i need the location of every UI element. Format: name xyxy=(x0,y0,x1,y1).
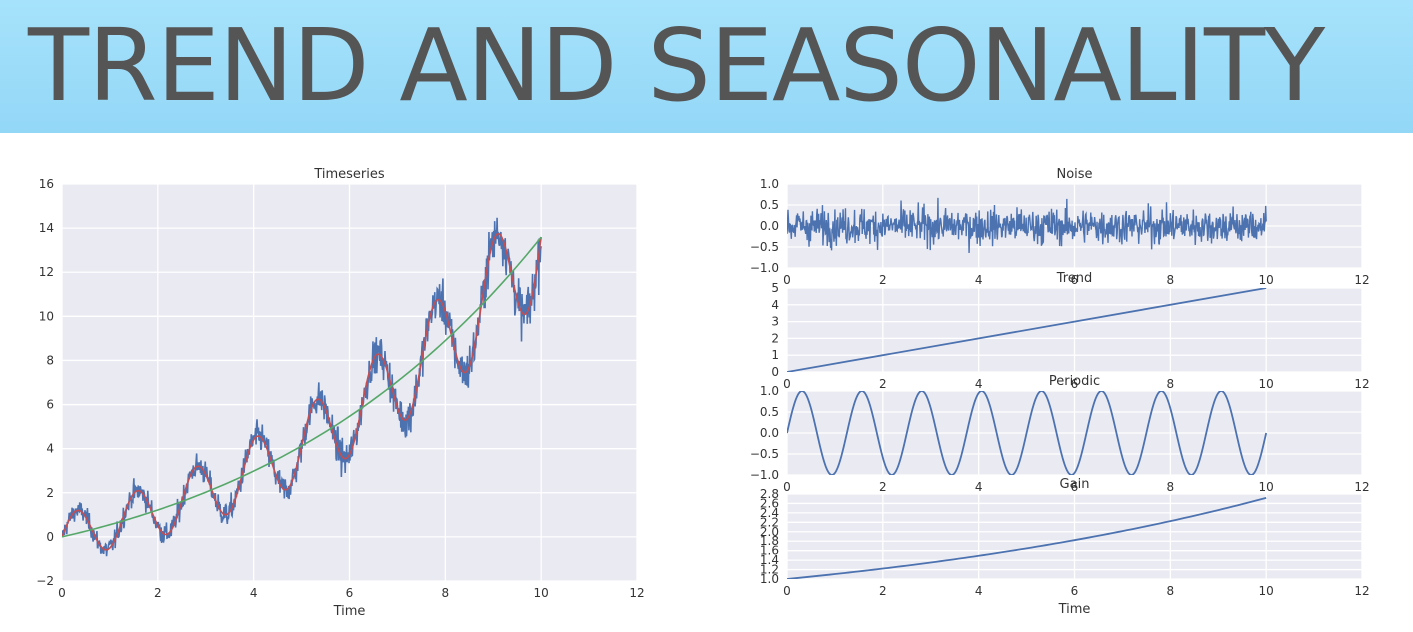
gain-y-tick-label: 2.4 xyxy=(760,506,779,520)
gain-x-tick-label: 6 xyxy=(1071,584,1079,598)
timeseries-x-axis-label: Time xyxy=(333,604,366,619)
timeseries-y-tick-label: 10 xyxy=(39,309,54,323)
periodic-chart-title: Periodic xyxy=(1049,374,1100,389)
timeseries-x-tick-label: 0 xyxy=(58,586,66,600)
noise-line xyxy=(787,197,1267,253)
timeseries-series-group xyxy=(62,217,542,557)
timeseries-trend-line xyxy=(62,236,542,538)
noise-series-group xyxy=(787,197,1267,253)
periodic-y-tick-label: 0.0 xyxy=(760,426,779,440)
trend-x-tick-label: 2 xyxy=(879,377,887,391)
title-banner: TREND AND SEASONALITY xyxy=(0,0,1413,133)
gain-line xyxy=(787,496,1267,579)
periodic-x-tick-label: 12 xyxy=(1354,480,1369,494)
periodic-line xyxy=(787,391,1268,475)
noise-x-tick-label: 4 xyxy=(975,273,983,287)
noise-x-tick-label: 12 xyxy=(1354,273,1369,287)
gain-y-tick-label: 2.6 xyxy=(760,496,779,510)
periodic-x-tick-label: 2 xyxy=(879,480,887,494)
trend-x-tick-label: 4 xyxy=(975,377,983,391)
trend-line xyxy=(787,288,1267,372)
timeseries-x-tick-label: 4 xyxy=(250,586,258,600)
timeseries-observed-line xyxy=(62,217,542,557)
timeseries-y-tick-label: 8 xyxy=(46,353,54,367)
noise-x-tick-label: 0 xyxy=(783,273,791,287)
gain-x-axis-label: Time xyxy=(1058,602,1091,617)
timeseries-y-tick-label: 2 xyxy=(46,486,54,500)
timeseries-chart: 0 2 4 6 8 10 12 −2 0 2 4 6 8 10 12 14 16 Timeseries Time xyxy=(36,167,644,619)
noise-y-tick-label: −0.5 xyxy=(750,240,779,254)
gain-y-tick-label: 1.8 xyxy=(760,534,779,548)
noise-chart-title: Noise xyxy=(1056,167,1092,182)
periodic-y-tick-label: 1.0 xyxy=(760,384,779,398)
timeseries-x-tick-label: 10 xyxy=(534,586,549,600)
periodic-y-tick-label: −0.5 xyxy=(750,447,779,461)
trend-x-tick-label: 6 xyxy=(1071,377,1079,391)
noise-y-tick-label: −1.0 xyxy=(750,261,779,275)
periodic-x-tick-label: 10 xyxy=(1259,480,1274,494)
gain-y-tick-label: 1.6 xyxy=(760,544,779,558)
trend-x-tick-label: 8 xyxy=(1167,377,1175,391)
trend-y-tick-label: 1 xyxy=(771,348,779,362)
noise-x-tick-label: 2 xyxy=(879,273,887,287)
noise-y-tick-label: 0.5 xyxy=(760,198,779,212)
gain-x-tick-label: 8 xyxy=(1167,584,1175,598)
gain-x-tick-label: 12 xyxy=(1354,584,1369,598)
timeseries-y-tick-label: 16 xyxy=(39,177,54,191)
trend-y-tick-label: 4 xyxy=(771,298,779,312)
timeseries-chart-title: Timeseries xyxy=(313,167,385,182)
timeseries-y-tick-label: 4 xyxy=(46,442,54,456)
gain-chart-title: Gain xyxy=(1060,477,1090,492)
gain-y-tick-label: 2.2 xyxy=(760,515,779,529)
periodic-x-tick-label: 0 xyxy=(783,480,791,494)
gain-x-tick-label: 2 xyxy=(879,584,887,598)
page-title: TREND AND SEASONALITY xyxy=(28,7,1325,124)
timeseries-y-tick-label: 12 xyxy=(39,265,54,279)
periodic-x-tick-label: 6 xyxy=(1071,480,1079,494)
gain-y-tick-label: 1.2 xyxy=(760,563,779,577)
timeseries-y-tick-label: −2 xyxy=(36,574,54,588)
gain-x-tick-label: 0 xyxy=(783,584,791,598)
trend-x-tick-label: 10 xyxy=(1259,377,1274,391)
trend-chart-title: Trend xyxy=(1056,271,1093,286)
timeseries-y-tick-label: 0 xyxy=(46,530,54,544)
periodic-x-tick-label: 8 xyxy=(1167,480,1175,494)
trend-y-tick-label: 2 xyxy=(771,331,779,345)
noise-x-tick-label: 8 xyxy=(1167,273,1175,287)
gain-y-tick-label: 1.4 xyxy=(760,553,779,567)
trend-y-tick-label: 3 xyxy=(771,315,779,329)
timeseries-x-tick-label: 12 xyxy=(629,586,644,600)
trend-series-group xyxy=(787,288,1267,372)
gain-x-tick-label: 4 xyxy=(975,584,983,598)
gain-y-tick-label: 1.0 xyxy=(760,572,779,586)
periodic-x-tick-label: 4 xyxy=(975,480,983,494)
gain-y-tick-label: 2.0 xyxy=(760,525,779,539)
noise-x-tick-label: 10 xyxy=(1259,273,1274,287)
periodic-y-tick-label: −1.0 xyxy=(750,468,779,482)
noise-y-tick-label: 1.0 xyxy=(760,177,779,191)
trend-x-tick-label: 0 xyxy=(783,377,791,391)
timeseries-y-tick-label: 14 xyxy=(39,221,54,235)
periodic-chart: 0 2 4 6 8 10 12 −1.0 −0.5 0.0 0.5 1.0 Periodic xyxy=(750,374,1370,494)
timeseries-x-tick-label: 8 xyxy=(442,586,450,600)
gain-chart: 0 2 4 6 8 10 12 1.01.21.41.61.82.02.22.42.62.8 G… xyxy=(760,477,1370,617)
timeseries-y-tick-label: 6 xyxy=(46,398,54,412)
trend-y-tick-label: 5 xyxy=(771,281,779,295)
timeseries-x-tick-label: 6 xyxy=(346,586,354,600)
noise-x-tick-label: 6 xyxy=(1071,273,1079,287)
gain-y-tick-label: 2.8 xyxy=(760,487,779,501)
periodic-y-tick-label: 0.5 xyxy=(760,405,779,419)
periodic-series-group xyxy=(787,391,1268,475)
gain-x-tick-label: 10 xyxy=(1259,584,1274,598)
timeseries-x-tick-label: 2 xyxy=(154,586,162,600)
trend-y-tick-label: 0 xyxy=(771,365,779,379)
noise-y-tick-label: 0.0 xyxy=(760,219,779,233)
noise-chart: 0 2 4 6 8 10 12 −1.0 −0.5 0.0 0.5 1.0 Noise xyxy=(750,167,1370,287)
trend-x-tick-label: 12 xyxy=(1354,377,1369,391)
gain-series-group xyxy=(787,496,1267,579)
